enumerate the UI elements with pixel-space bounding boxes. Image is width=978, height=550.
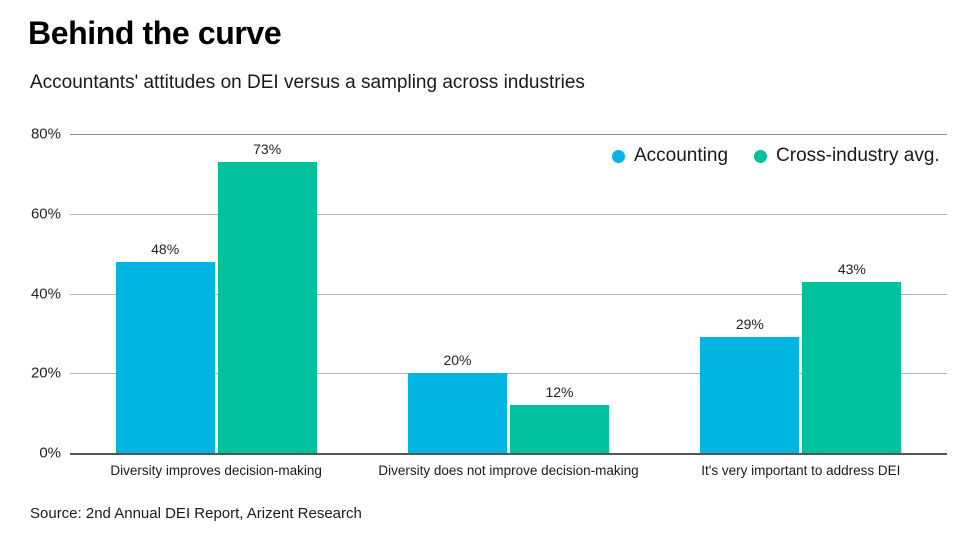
category-label-2: It's very important to address DEI (701, 463, 901, 478)
y-tick-label-60pct: 60% (30, 205, 61, 223)
bar-accounting-0[interactable]: 48% (115, 241, 215, 453)
category-label-1: Diversity does not improve decision-maki… (378, 463, 639, 478)
chart-legend: Accounting Cross-industry avg. (612, 145, 940, 167)
bar-value-label: 12% (545, 384, 574, 401)
gridline-80 (70, 134, 947, 135)
y-tick-label-80pct: 80% (30, 125, 61, 143)
gridline-60 (70, 213, 947, 215)
gridline-20 (70, 373, 947, 375)
bar-cross-industry-avg-0[interactable]: 73% (217, 141, 317, 453)
bar-value-label: 20% (443, 352, 472, 369)
bar-accounting-1[interactable]: 20% (408, 352, 507, 453)
chart-subtitle: Accountants' attitudes on DEI versus a s… (30, 72, 585, 93)
y-tick-label-20pct: 20% (30, 364, 61, 382)
x-axis-line (70, 453, 947, 455)
gridline-40 (70, 293, 947, 295)
legend-label: Cross-industry avg. (776, 145, 940, 166)
legend-item-0[interactable]: Accounting (612, 145, 728, 167)
legend-dot-accounting-icon (612, 149, 625, 163)
legend-item-1[interactable]: Cross-industry avg. (754, 145, 940, 167)
bar-value-label: 73% (253, 140, 282, 157)
y-tick-label-0pct: 0% (39, 444, 61, 462)
source-note: Source: 2nd Annual DEI Report, Arizent R… (30, 505, 362, 522)
legend-label: Accounting (634, 145, 729, 166)
y-tick-label-40pct: 40% (30, 285, 61, 302)
bar-value-label: 48% (151, 240, 180, 257)
bar-value-label: 29% (735, 316, 764, 333)
page-title: Behind the curve (28, 15, 282, 51)
bar-value-label: 43% (837, 260, 866, 277)
category-label-0: Diversity improves decision-making (110, 463, 322, 478)
plot-area: 0% 20% 40% 60% 80% 48% 73% 20% 12% 29% 43% Divers… (31, 126, 947, 478)
bar-cross-industry-avg-1[interactable]: 12% (510, 384, 609, 453)
bar-accounting-2[interactable]: 29% (700, 316, 800, 453)
legend-dot-cross-industry-icon (754, 149, 768, 163)
bar-cross-industry-avg-2[interactable]: 43% (802, 261, 902, 453)
